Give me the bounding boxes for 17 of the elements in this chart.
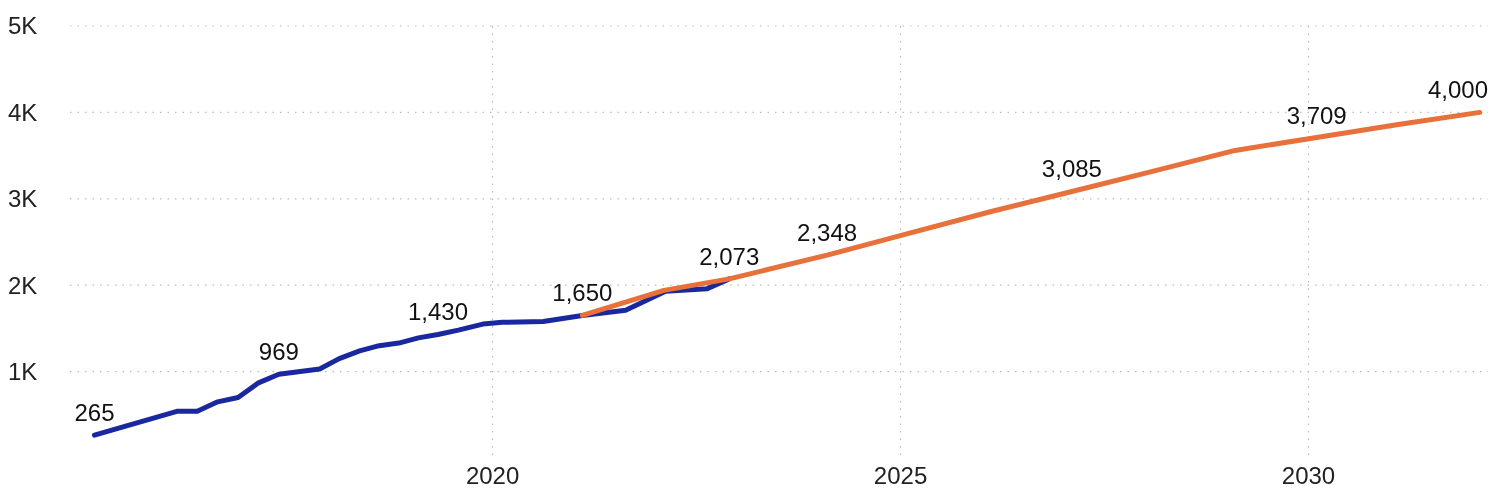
y-tick-label: 5K	[8, 12, 38, 40]
x-tick-label: 2030	[1281, 462, 1336, 489]
y-tick-label: 4K	[8, 98, 38, 126]
x-tick-label: 2025	[873, 462, 928, 489]
annotation: 3,709	[1286, 101, 1347, 129]
annotation: 1,430	[407, 298, 468, 326]
annotation: 3,085	[1041, 155, 1102, 183]
y-tick-label: 3K	[8, 185, 38, 213]
annotation: 4,000	[1427, 76, 1489, 104]
y-tick-label: 1K	[8, 358, 38, 385]
annotation: 1,650	[552, 279, 613, 307]
y-tick-label: 2K	[8, 271, 38, 299]
annotation: 265	[74, 399, 115, 427]
annotation: 2,348	[797, 219, 858, 247]
x-tick-label: 2020	[465, 462, 520, 489]
annotation: 2,073	[699, 242, 760, 270]
annotation: 969	[258, 338, 299, 366]
